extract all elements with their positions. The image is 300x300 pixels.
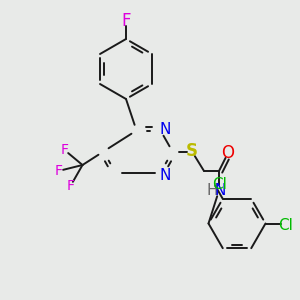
Text: F: F <box>55 164 62 178</box>
Text: O: O <box>221 144 235 162</box>
Text: Cl: Cl <box>278 218 293 232</box>
Text: S: S <box>186 142 198 160</box>
Text: H: H <box>207 183 218 198</box>
Text: F: F <box>121 12 131 30</box>
Text: Cl: Cl <box>212 177 227 192</box>
Text: F: F <box>67 179 74 193</box>
Text: N: N <box>159 122 171 136</box>
Text: F: F <box>61 143 68 157</box>
Text: N: N <box>215 183 226 198</box>
Text: N: N <box>159 168 171 183</box>
